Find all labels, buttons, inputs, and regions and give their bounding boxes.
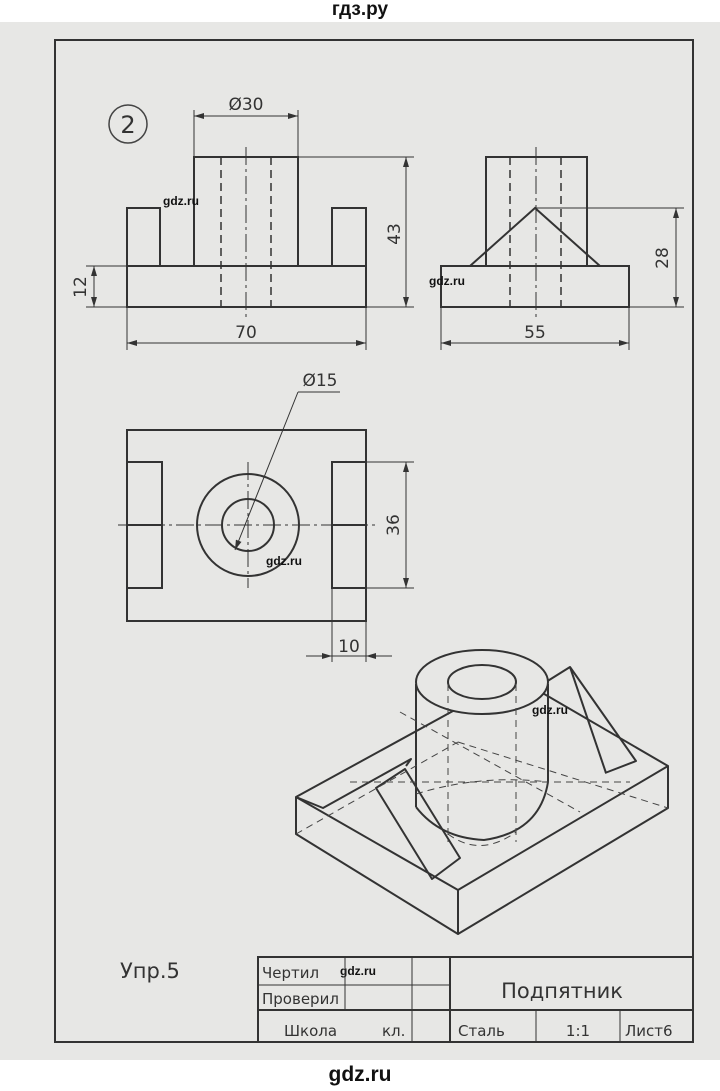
drawing-sheet: 2 Ø30 43 12 70 — [0, 22, 720, 1060]
top-view — [118, 429, 376, 622]
watermark-1: gdz.ru — [163, 194, 199, 208]
scale: 1:1 — [566, 1022, 590, 1040]
dim-hole-diameter: Ø15 — [302, 371, 337, 391]
dim-base-length: 70 — [235, 323, 257, 343]
title-block — [257, 956, 694, 1043]
site-footer: gdz.ru — [328, 1063, 392, 1086]
watermark-5: gdz.ru — [340, 964, 376, 978]
front-dimensions — [86, 110, 414, 350]
front-view — [126, 147, 367, 317]
dim-top-diameter: Ø30 — [228, 95, 263, 115]
drew-label: Чертил — [262, 964, 319, 982]
exercise-number-mark: 2 — [108, 104, 148, 144]
watermark-4: gdz.ru — [532, 703, 568, 717]
side-view — [440, 147, 630, 317]
site-header: гдз.ру — [331, 0, 389, 20]
technical-drawing: 2 Ø30 43 12 70 — [54, 39, 694, 1043]
material: Сталь — [458, 1022, 505, 1040]
dim-total-height: 43 — [385, 223, 405, 245]
watermark-3: gdz.ru — [266, 554, 302, 568]
watermark-2: gdz.ru — [429, 274, 465, 288]
top-dimensions — [234, 391, 414, 662]
part-name: Подпятник — [501, 979, 623, 1003]
dim-plan-depth: 36 — [384, 514, 404, 536]
drawing-frame — [54, 39, 694, 1043]
school-label: Школа — [284, 1022, 337, 1040]
dim-side-width: 55 — [524, 323, 546, 343]
exercise-label: Упр.5 — [120, 959, 180, 983]
isometric-hidden-lines — [295, 684, 669, 846]
dim-lug-width: 10 — [338, 637, 360, 657]
sheet-number: Лист6 — [625, 1022, 673, 1040]
side-dimensions — [440, 207, 684, 350]
dim-rib-height: 28 — [653, 247, 673, 269]
exercise-number: 2 — [120, 111, 135, 139]
dim-base-height: 12 — [71, 276, 91, 298]
isometric-view — [295, 649, 669, 935]
checked-label: Проверил — [262, 990, 339, 1008]
class-label: кл. — [382, 1022, 405, 1040]
